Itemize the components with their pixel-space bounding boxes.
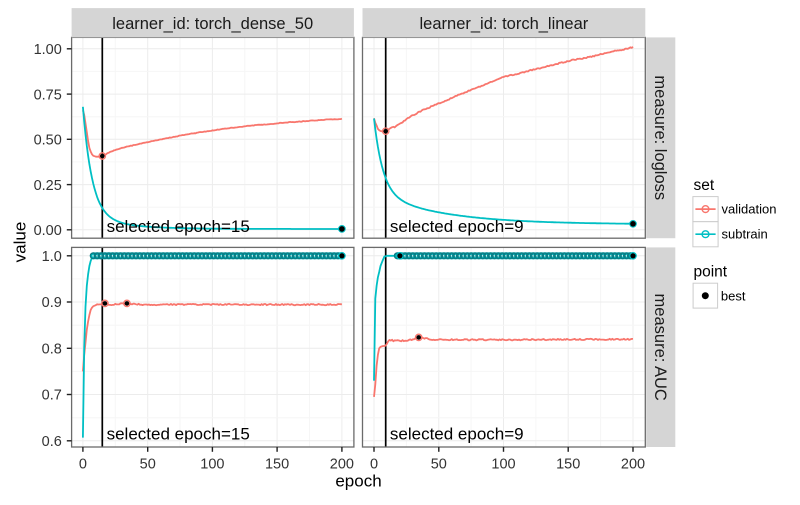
svg-text:1.0: 1.0	[42, 249, 62, 265]
svg-text:measure: logloss: measure: logloss	[651, 75, 669, 200]
svg-text:subtrain: subtrain	[722, 227, 768, 242]
svg-text:0.7: 0.7	[42, 388, 62, 404]
svg-text:200: 200	[621, 456, 645, 472]
svg-text:0: 0	[370, 456, 378, 472]
svg-text:validation: validation	[722, 202, 777, 217]
svg-text:set: set	[694, 177, 715, 194]
svg-text:0.8: 0.8	[42, 342, 62, 358]
svg-text:0.9: 0.9	[42, 295, 62, 311]
svg-text:1.00: 1.00	[34, 42, 62, 58]
svg-text:best: best	[721, 288, 746, 303]
svg-text:0.00: 0.00	[34, 223, 62, 239]
svg-text:50: 50	[431, 456, 447, 472]
svg-text:50: 50	[140, 456, 156, 472]
svg-text:selected epoch=15: selected epoch=15	[107, 425, 250, 444]
svg-text:0: 0	[79, 456, 87, 472]
svg-text:0.25: 0.25	[34, 178, 62, 194]
svg-text:selected epoch=15: selected epoch=15	[107, 217, 250, 236]
svg-text:selected epoch=9: selected epoch=9	[390, 425, 524, 444]
svg-text:200: 200	[330, 456, 354, 472]
svg-text:0.50: 0.50	[34, 133, 62, 149]
svg-text:epoch: epoch	[335, 472, 381, 491]
svg-text:learner_id: torch_dense_50: learner_id: torch_dense_50	[112, 15, 313, 33]
svg-text:0.6: 0.6	[42, 434, 62, 450]
svg-text:value: value	[10, 222, 29, 263]
svg-text:150: 150	[556, 456, 580, 472]
svg-text:selected epoch=9: selected epoch=9	[390, 217, 524, 236]
svg-text:100: 100	[491, 456, 515, 472]
svg-text:150: 150	[265, 456, 289, 472]
svg-text:measure: AUC: measure: AUC	[651, 294, 669, 401]
svg-text:point: point	[694, 264, 728, 281]
svg-text:0.75: 0.75	[34, 87, 62, 103]
svg-text:learner_id: torch_linear: learner_id: torch_linear	[420, 15, 589, 33]
svg-text:100: 100	[200, 456, 224, 472]
